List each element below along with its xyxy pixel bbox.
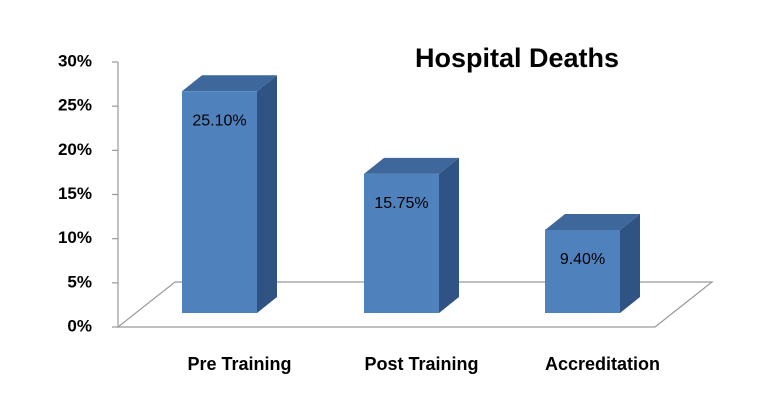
bar-side (257, 75, 277, 314)
value-label: 9.40% (560, 251, 605, 268)
y-tick-label: 25% (58, 96, 92, 115)
bar-top (182, 75, 277, 92)
x-tick-label: Accreditation (545, 354, 660, 374)
bar-side (620, 213, 640, 313)
y-tick-label: 10% (58, 228, 92, 247)
bar (364, 173, 439, 313)
value-label: 25.10% (192, 113, 246, 130)
y-tick-label: 0% (67, 316, 92, 335)
y-tick-label: 30% (58, 51, 92, 70)
bar (545, 229, 620, 313)
bar-side (439, 157, 459, 313)
y-tick-label: 15% (58, 184, 92, 203)
bar-top (364, 157, 459, 174)
chart-title: Hospital Deaths (415, 43, 619, 73)
x-tick-label: Pre Training (187, 354, 291, 374)
bar (182, 91, 257, 314)
y-tick-label: 20% (58, 140, 92, 159)
x-tick-label: Post Training (364, 354, 478, 374)
bar-top (545, 213, 640, 230)
y-tick-label: 5% (67, 272, 92, 291)
value-label: 15.75% (374, 195, 428, 212)
